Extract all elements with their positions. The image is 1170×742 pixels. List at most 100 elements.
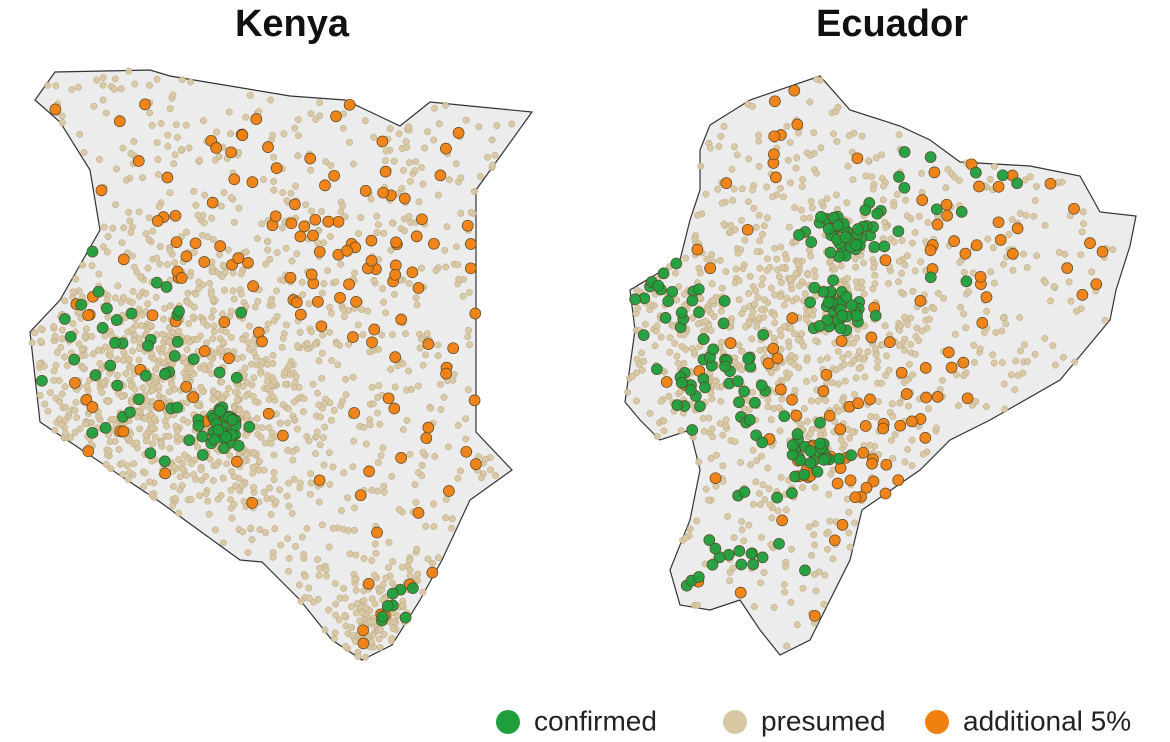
location-dot — [825, 490, 833, 498]
location-dot — [771, 491, 783, 504]
location-dot — [905, 360, 913, 368]
location-dot — [749, 500, 757, 508]
location-dot — [395, 130, 403, 138]
location-dot — [443, 223, 451, 231]
location-dot — [289, 198, 301, 211]
location-dot — [83, 382, 91, 390]
location-dot — [749, 102, 756, 110]
location-dot — [356, 617, 364, 625]
location-dot — [370, 571, 378, 579]
location-dot — [948, 235, 960, 247]
location-dot — [487, 466, 494, 474]
location-dot — [1014, 372, 1022, 379]
location-dot — [151, 433, 159, 441]
location-dot — [377, 186, 390, 199]
location-dot — [924, 271, 937, 284]
location-dot — [382, 309, 390, 317]
location-dot — [454, 421, 462, 429]
location-dot — [820, 368, 833, 381]
location-dot — [370, 276, 378, 284]
location-dot — [465, 288, 473, 296]
location-dot — [836, 519, 849, 531]
location-dot — [628, 373, 636, 380]
location-dot — [352, 586, 360, 594]
location-dot — [776, 184, 784, 192]
location-dot — [998, 327, 1006, 335]
location-dot — [341, 594, 349, 602]
location-dot — [1071, 358, 1079, 366]
location-dot — [406, 450, 414, 458]
location-dot — [173, 305, 185, 318]
location-dot — [932, 424, 940, 432]
location-dot — [326, 481, 334, 488]
location-dot — [852, 374, 860, 382]
location-dot — [904, 402, 912, 410]
location-dot — [844, 474, 857, 487]
location-dot — [282, 244, 290, 252]
location-dot — [235, 204, 243, 212]
location-dot — [859, 420, 872, 432]
location-dot — [36, 392, 44, 399]
location-dot — [374, 487, 381, 495]
location-dot — [430, 136, 438, 144]
location-dot — [192, 419, 205, 432]
location-dot — [880, 458, 893, 471]
location-dot — [89, 369, 102, 381]
location-dot — [702, 190, 710, 198]
location-dot — [348, 407, 361, 419]
location-dot — [270, 153, 278, 161]
location-dot — [327, 162, 335, 169]
location-dot — [103, 248, 111, 256]
location-dot — [291, 379, 299, 387]
location-dot — [402, 330, 409, 338]
location-dot — [82, 445, 95, 458]
location-dot — [267, 440, 275, 448]
location-dot — [148, 386, 156, 394]
location-dot — [219, 310, 226, 318]
location-dot — [872, 154, 880, 162]
location-dot — [210, 322, 218, 330]
location-dot — [798, 330, 806, 338]
location-dot — [388, 634, 396, 642]
location-dot — [830, 130, 837, 138]
location-dot — [246, 91, 254, 99]
location-dot — [879, 487, 892, 500]
location-dot — [199, 387, 207, 395]
location-dot — [314, 389, 321, 397]
location-dot — [852, 397, 864, 410]
location-dot — [171, 401, 184, 414]
location-dot — [849, 176, 857, 184]
location-dot — [155, 383, 163, 390]
location-dot — [705, 414, 713, 422]
location-dot — [388, 402, 401, 415]
location-dot — [75, 340, 83, 348]
location-dot — [360, 555, 368, 562]
location-dot — [298, 533, 306, 541]
location-dot — [870, 264, 877, 272]
location-dot — [719, 431, 727, 439]
location-dot — [760, 313, 768, 321]
location-dot — [488, 136, 496, 144]
location-dot — [986, 175, 994, 183]
location-dot — [428, 237, 440, 250]
location-dot — [756, 436, 769, 449]
location-dot — [815, 211, 827, 223]
location-dot — [871, 280, 879, 288]
location-dot — [853, 334, 861, 342]
location-dot — [58, 112, 66, 120]
location-dot — [56, 398, 64, 406]
location-dot — [748, 335, 756, 343]
location-dot — [812, 337, 820, 345]
location-dot — [229, 287, 237, 295]
location-dot — [283, 492, 291, 500]
location-dot — [866, 441, 874, 449]
location-dot — [935, 289, 942, 297]
location-dot — [759, 481, 767, 489]
location-dot — [237, 290, 245, 298]
location-dot — [169, 91, 177, 99]
location-dot — [441, 246, 449, 254]
location-dot — [206, 279, 214, 287]
location-dot — [851, 309, 863, 322]
location-dot — [919, 362, 932, 374]
location-dot — [248, 381, 256, 389]
